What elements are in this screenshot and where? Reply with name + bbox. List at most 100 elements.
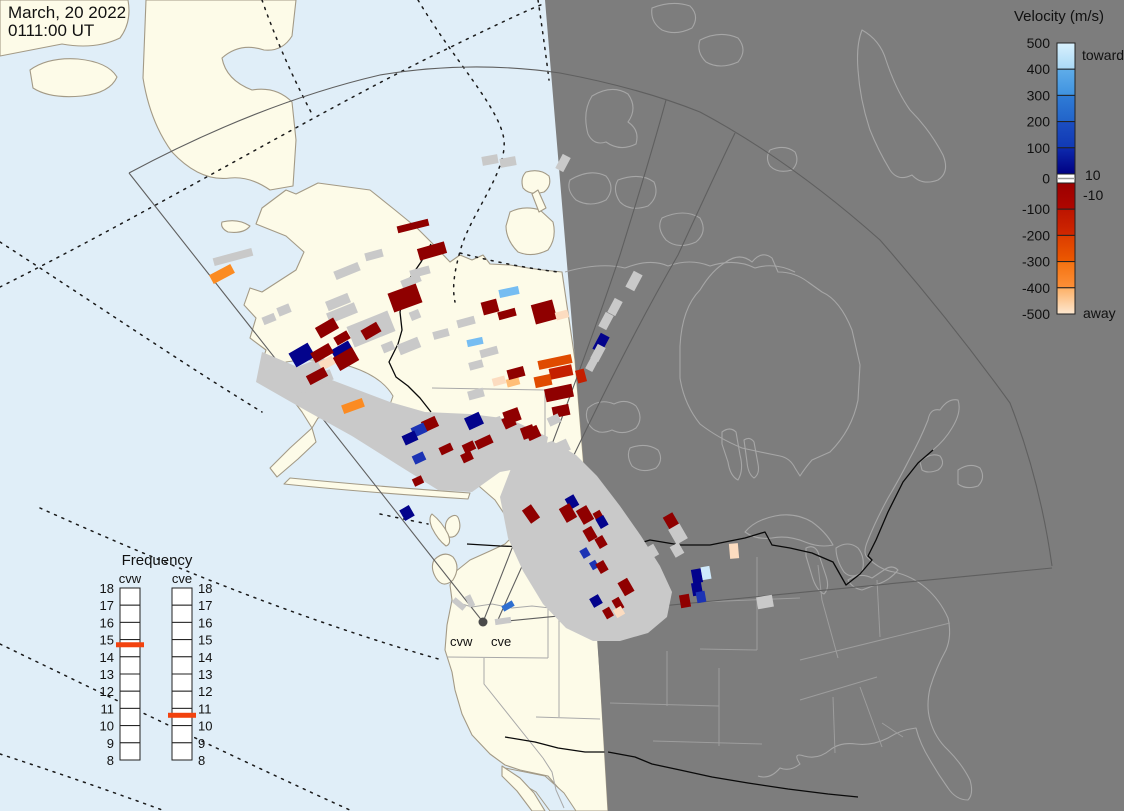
velocity-cell-v1: [594, 534, 608, 550]
frequency-col-label-cve: cve: [172, 571, 192, 586]
velocity-cell-p1: [464, 411, 484, 431]
frequency-tick-label: 17: [198, 598, 212, 613]
velocity-cell-gs: [400, 273, 422, 289]
velocity-cell-v1: [678, 593, 692, 609]
away-label: away: [1083, 305, 1116, 321]
frequency-legend-title: Frequency: [122, 552, 193, 569]
frequency-scale-cell: [119, 673, 141, 692]
velocity-cell-gs: [585, 355, 599, 373]
colorbar-segment: [1056, 121, 1076, 149]
velocity-cell-v2: [574, 368, 588, 384]
velocity-tick-label: 400: [1027, 61, 1051, 77]
velocity-cell-p2: [579, 547, 591, 559]
frequency-legend: Frequency cvw cve 18 17 16 15 14 13 12 11 10 9 8 18…: [100, 552, 213, 768]
frequency-tick-label: 15: [198, 633, 212, 648]
velocity-cell-gs: [607, 297, 623, 317]
velocity-tick-label: -100: [1022, 201, 1050, 217]
velocity-cell-gs: [756, 594, 774, 610]
velocity-tick-label: 0: [1042, 171, 1050, 187]
velocity-legend-title: Velocity (m/s): [1014, 8, 1104, 25]
velocity-cell-gs: [668, 523, 688, 545]
frequency-tick-label: 10: [198, 719, 212, 734]
date-label: March, 20 2022: [8, 3, 126, 22]
velocity-cell-v6: [491, 375, 507, 387]
velocity-cell-p1: [564, 494, 580, 510]
frequency-scale-cell: [119, 707, 141, 727]
velocity-tick-label: -300: [1022, 254, 1050, 270]
frequency-scale-cell: [171, 639, 193, 658]
frequency-tick-label: 14: [100, 650, 114, 665]
frequency-tick-label: 8: [107, 753, 114, 768]
velocity-legend: Velocity (m/s) toward away 10 -10 500 400…: [1014, 8, 1124, 322]
velocity-cell-p3: [501, 600, 515, 612]
velocity-cell-gs: [555, 153, 571, 173]
frequency-scale-cell: [171, 621, 193, 641]
radar-site: cvw cve: [450, 617, 511, 649]
velocity-cell-v1: [521, 504, 541, 524]
velocity-cell-p2: [588, 559, 600, 571]
velocity-cell-v1: [360, 321, 382, 341]
velocity-cell-v1: [524, 424, 542, 442]
frequency-scale-cell: [119, 725, 141, 744]
velocity-cell-gs: [301, 381, 337, 403]
velocity-cell-gs: [553, 438, 571, 456]
frequency-tick-label: 11: [101, 701, 115, 716]
velocity-cell-v1: [575, 505, 595, 525]
velocity-cell-v1: [305, 366, 329, 386]
colorbar-segment: [1056, 287, 1076, 315]
velocity-cell-gs: [456, 315, 476, 329]
velocity-cell-v1: [662, 512, 680, 530]
velocity-tick-label: 200: [1027, 114, 1051, 130]
velocity-cell-gs: [653, 583, 671, 601]
velocity-cell-gs: [642, 543, 660, 561]
frequency-tick-label: 9: [198, 736, 205, 751]
velocity-cell-v1: [602, 606, 614, 620]
velocity-cell-gs: [396, 336, 422, 356]
velocity-cell-p4: [466, 336, 484, 348]
velocity-cell-v6: [318, 355, 336, 371]
frequency-marker-cvw: [116, 642, 144, 648]
frequency-tick-label: 17: [100, 598, 114, 613]
frequency-scale-cell: [171, 604, 193, 623]
frequency-tick-label: 11: [198, 701, 212, 716]
velocity-cell-gs: [598, 311, 614, 331]
frequency-tick-label: 9: [107, 736, 114, 751]
velocity-cell-gs: [212, 247, 254, 267]
velocity-cell-p1: [401, 430, 419, 446]
frequency-scale-cell: [119, 690, 141, 709]
colorbar-segment: [1056, 234, 1076, 263]
velocity-cell-v1: [416, 241, 448, 261]
toward-label: toward: [1082, 47, 1124, 63]
frequency-tick-label: 15: [100, 633, 114, 648]
velocity-cell-v1: [543, 383, 575, 403]
velocity-cell-gs: [380, 340, 396, 354]
colorbar-segment: [1056, 42, 1076, 70]
night-state-borders: [609, 557, 951, 754]
velocity-cell-gs: [481, 154, 499, 166]
velocity-cell-gs: [479, 345, 499, 359]
velocity-cell-gs: [333, 261, 361, 281]
velocity-cell-gs: [669, 542, 685, 558]
velocity-cell-p4: [498, 286, 520, 298]
colorbar-segment: [1056, 182, 1076, 210]
velocity-cell-v1: [617, 577, 635, 597]
velocity-cells: [209, 153, 774, 626]
frequency-scale-cell: [119, 742, 141, 761]
velocity-cell-v1: [310, 342, 334, 364]
frequency-tick-label: 18: [198, 581, 212, 596]
frequency-tick-label: 12: [100, 684, 114, 699]
velocity-cell-v1: [387, 283, 423, 313]
radar-site-dot: [478, 617, 488, 627]
velocity-cell-v6: [554, 309, 570, 321]
velocity-cell-v6: [612, 605, 626, 619]
frequency-col-label-cvw: cvw: [119, 571, 142, 586]
velocity-cell-p1: [288, 342, 316, 368]
frequency-scale-cell: [171, 587, 193, 606]
night-terminator-region: [545, 0, 1124, 811]
frequency-scale-cell: [171, 690, 193, 709]
map-label-cve: cve: [491, 634, 511, 649]
velocity-cell-v1: [396, 218, 430, 234]
velocity-cell-v1: [411, 475, 425, 487]
velocity-cell-gs: [486, 415, 504, 431]
